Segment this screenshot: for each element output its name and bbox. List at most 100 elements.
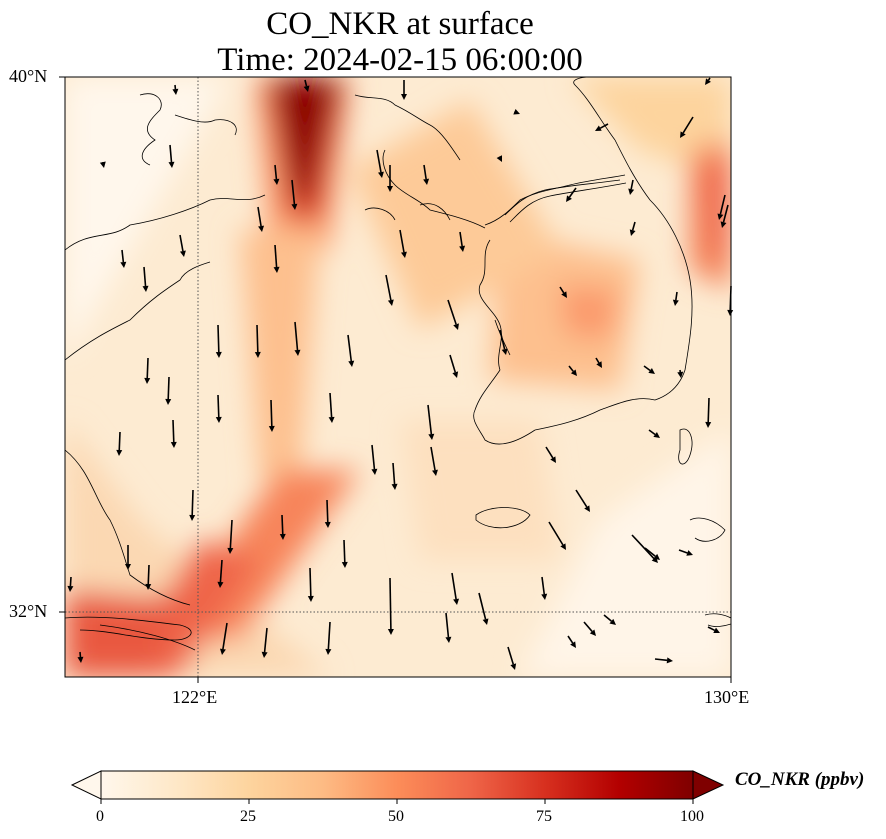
lat-tick-label: 32°N	[9, 601, 48, 621]
wind-arrow-head	[179, 250, 186, 257]
wind-arrow-head	[215, 416, 222, 423]
colorbar	[70, 770, 725, 804]
map-frame	[64, 76, 732, 678]
wind-arrow-head	[341, 561, 348, 568]
wind-arrow	[630, 179, 634, 190]
wind-arrow-head	[144, 377, 151, 384]
wind-arrow	[548, 521, 564, 546]
wind-arrow	[707, 77, 711, 81]
wind-arrow	[291, 179, 296, 205]
wind-arrow-head	[217, 581, 224, 588]
wind-arrow	[568, 365, 574, 372]
wind-arrow-head	[653, 432, 660, 438]
wind-arrow	[371, 444, 376, 470]
wind-arrow-head	[513, 108, 520, 115]
wind-arrow	[143, 266, 147, 287]
wind-arrow-head	[560, 543, 566, 550]
wind-arrow	[274, 244, 278, 268]
wind-arrow	[217, 324, 220, 353]
wind-arrow-head	[501, 348, 508, 355]
wind-arrow-head	[377, 171, 384, 178]
wind-arrow-head	[325, 648, 332, 655]
wind-arrow-head	[116, 449, 123, 456]
colorbar-title: CO_NKR (ppbv)	[735, 769, 865, 790]
wind-arrow	[707, 626, 715, 632]
wind-arrow	[654, 658, 668, 662]
wind-arrow	[644, 547, 656, 557]
wind-arrow	[399, 229, 405, 253]
concentration-field	[65, 77, 731, 677]
lon-tick-label: 130°E	[704, 687, 750, 707]
wind-arrow-head	[482, 618, 489, 625]
wind-arrow	[459, 231, 463, 247]
wind-arrow	[447, 299, 457, 325]
wind-arrow	[69, 576, 72, 587]
wind-arrow	[643, 365, 651, 372]
wind-arrow-head	[387, 299, 394, 306]
wind-arrow	[541, 576, 546, 595]
wind-arrow-head	[273, 178, 280, 185]
wind-arrow	[389, 577, 392, 630]
wind-arrow-head	[680, 131, 686, 138]
wind-arrow	[559, 286, 565, 294]
wind-arrow-head	[142, 285, 149, 292]
wind-arrow	[719, 194, 726, 215]
wind-arrow	[423, 164, 427, 180]
wind-arrow-head	[570, 369, 577, 376]
wind-arrow	[167, 376, 170, 400]
colorbar-gradient	[100, 770, 694, 800]
wind-arrow	[329, 392, 333, 418]
wind-arrow	[217, 394, 220, 418]
wind-arrow	[631, 534, 655, 560]
wind-arrow-head	[705, 421, 712, 428]
wind-arrow	[257, 206, 262, 227]
wind-arrow-head	[428, 433, 435, 440]
wind-arrow-head	[125, 564, 131, 570]
wind-arrow	[229, 519, 233, 549]
wind-arrow-head	[268, 425, 275, 432]
coastlines	[65, 77, 731, 651]
colorbar-tick-label: 75	[536, 808, 552, 825]
wind-arrow-head	[324, 521, 331, 528]
wind-arrow	[385, 274, 392, 301]
wind-arrow	[270, 399, 273, 427]
wind-arrow	[545, 446, 554, 459]
wind-arrow-head	[727, 309, 734, 316]
wind-arrow	[219, 559, 223, 583]
wind-arrow-head	[628, 188, 635, 195]
wind-arrow-head	[648, 368, 655, 374]
wind-arrow	[118, 431, 121, 451]
wind-arrow-head	[596, 361, 602, 368]
wind-arrow-head	[595, 125, 602, 131]
wind-arrow	[567, 635, 574, 644]
wind-arrow-head	[120, 261, 127, 268]
wind-arrow-head	[189, 514, 196, 521]
wind-arrow	[121, 249, 125, 263]
wind-arrow	[146, 357, 149, 379]
wind-arrow-head	[165, 398, 172, 405]
wind-arrow	[172, 419, 175, 443]
wind-arrow-head	[99, 161, 106, 168]
wind-arrow	[327, 621, 331, 650]
wind-arrow	[309, 567, 312, 597]
wind-arrow-head	[371, 468, 378, 475]
wind-arrow	[648, 429, 656, 436]
wind-arrow-head	[570, 641, 576, 648]
wind-arrow	[427, 404, 433, 435]
wind-arrow	[575, 489, 588, 508]
wind-arrow-head	[541, 593, 548, 600]
wind-arrow-head	[584, 505, 590, 512]
wind-arrow-head	[432, 469, 438, 476]
wind-arrow-head	[328, 416, 335, 423]
wind-arrow	[392, 462, 396, 485]
wind-arrow-head	[227, 547, 234, 554]
wind-arrow-head	[77, 656, 84, 663]
gridlines	[65, 77, 731, 677]
wind-arrow	[499, 329, 506, 350]
wind-arrow-head	[423, 178, 430, 185]
wind-arrow	[191, 489, 194, 516]
wind-arrow	[449, 354, 457, 373]
wind-arrow	[451, 572, 457, 600]
wind-arrow-head	[279, 533, 286, 540]
